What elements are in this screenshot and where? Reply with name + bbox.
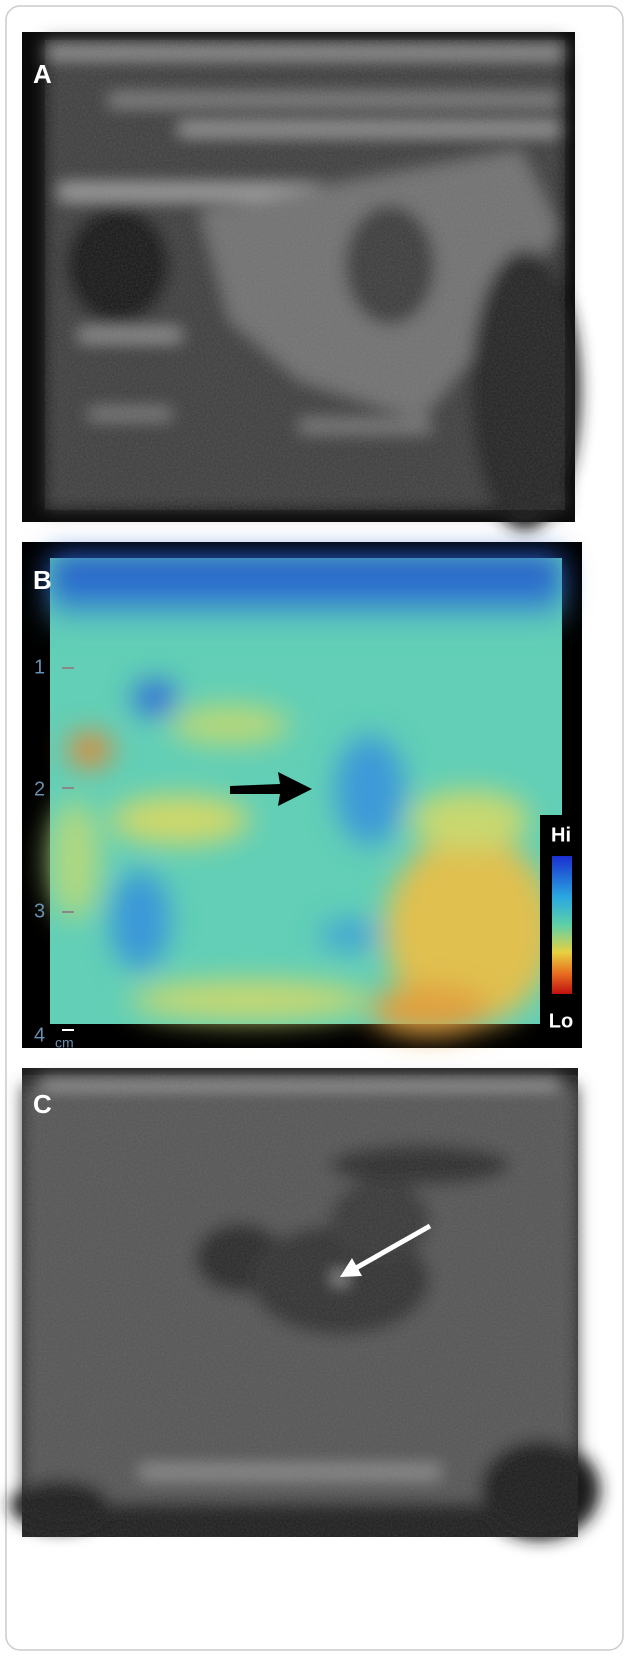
depth-tick-label: 2 [34,778,45,800]
panel-label: C [33,1089,52,1119]
panel-b: 1 2 3 4 cm Hi Lo B [22,542,582,1051]
color-bar [552,856,572,994]
color-scale: Hi Lo [540,815,582,1048]
figure: A [0,0,629,1656]
scale-low-label: Lo [549,1010,573,1032]
elastography-map [50,555,562,1035]
depth-unit: cm [55,1035,74,1051]
depth-tick-label: 4 [34,1024,45,1046]
panel-label: B [33,565,52,595]
depth-tick-label: 1 [34,656,45,678]
panel-label: A [33,59,52,89]
panel-c: C [10,1068,600,1540]
scale-high-label: Hi [551,824,571,846]
depth-tick-label: 3 [34,900,45,922]
panel-a: A [22,32,580,530]
